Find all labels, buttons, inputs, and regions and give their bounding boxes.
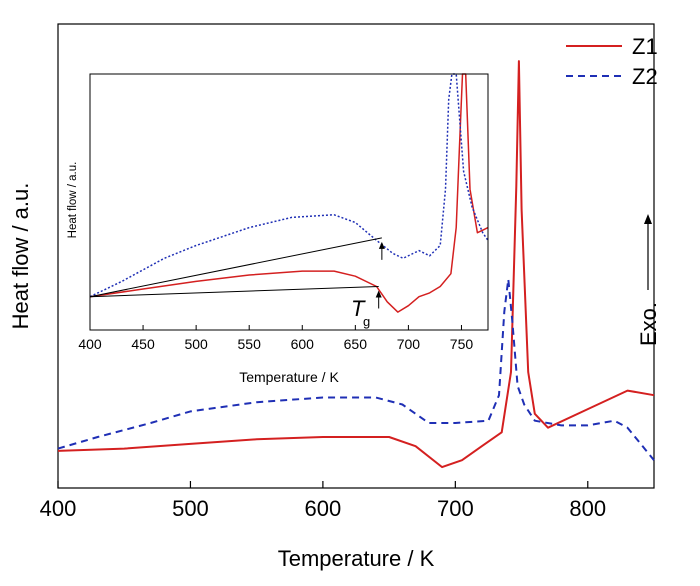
inset-baseline-z1	[89, 285, 379, 298]
main-x-tick-label: 600	[305, 496, 342, 521]
main-plot-frame	[57, 23, 655, 489]
tg-label: T	[351, 296, 366, 321]
main-x-tick-labels: 400 500 600 700 800	[40, 496, 606, 521]
inset-x-tick-label: 550	[238, 336, 262, 352]
inset-series-z1-line	[89, 73, 489, 313]
inset-series-z2-line	[89, 73, 489, 298]
tg-annotation: T g	[351, 296, 370, 329]
inset-series-group	[89, 73, 489, 313]
inset-baseline-z2	[89, 237, 382, 298]
inset-x-tick-label: 750	[450, 336, 474, 352]
inset-baselines-group	[89, 237, 382, 298]
inset-plot-background	[90, 74, 488, 330]
inset-arrows-group	[375, 241, 385, 309]
main-series-z2-line	[57, 278, 655, 461]
inset-x-tick-label: 700	[397, 336, 421, 352]
inset-x-ticks	[89, 325, 462, 330]
legend-label-z2: Z2	[632, 64, 658, 89]
main-series-group	[57, 60, 655, 469]
main-x-axis-label: Temperature / K	[278, 546, 435, 571]
inset-x-tick-label: 450	[131, 336, 155, 352]
inset-x-tick-label: 500	[184, 336, 208, 352]
main-y-axis-label: Heat flow / a.u.	[8, 183, 33, 330]
legend-label-z1: Z1	[632, 34, 658, 59]
main-x-tick-label: 700	[437, 496, 474, 521]
tg-arrow-icon	[378, 241, 385, 249]
main-x-ticks	[57, 481, 589, 488]
inset-x-tick-label: 650	[344, 336, 368, 352]
legend: Z1 Z2	[566, 34, 658, 89]
main-x-tick-label: 500	[172, 496, 209, 521]
inset-plot-frame	[89, 73, 489, 331]
exo-annotation: Exo.	[636, 214, 661, 346]
inset-y-axis-label: Heat flow / a.u.	[67, 162, 79, 239]
main-x-tick-label: 400	[40, 496, 77, 521]
inset-x-tick-labels: 400 450 500 550 600 650 700 750	[78, 336, 473, 352]
inset-x-tick-label: 600	[291, 336, 315, 352]
main-series-z1-line	[57, 60, 655, 469]
tg-arrow-icon	[375, 290, 382, 298]
exo-label: Exo.	[636, 302, 661, 346]
tg-subscript: g	[363, 314, 370, 329]
exo-arrow-icon	[644, 214, 652, 224]
inset-x-tick-label: 400	[78, 336, 102, 352]
inset-x-axis-label: Temperature / K	[239, 369, 339, 385]
main-x-tick-label: 800	[569, 496, 606, 521]
